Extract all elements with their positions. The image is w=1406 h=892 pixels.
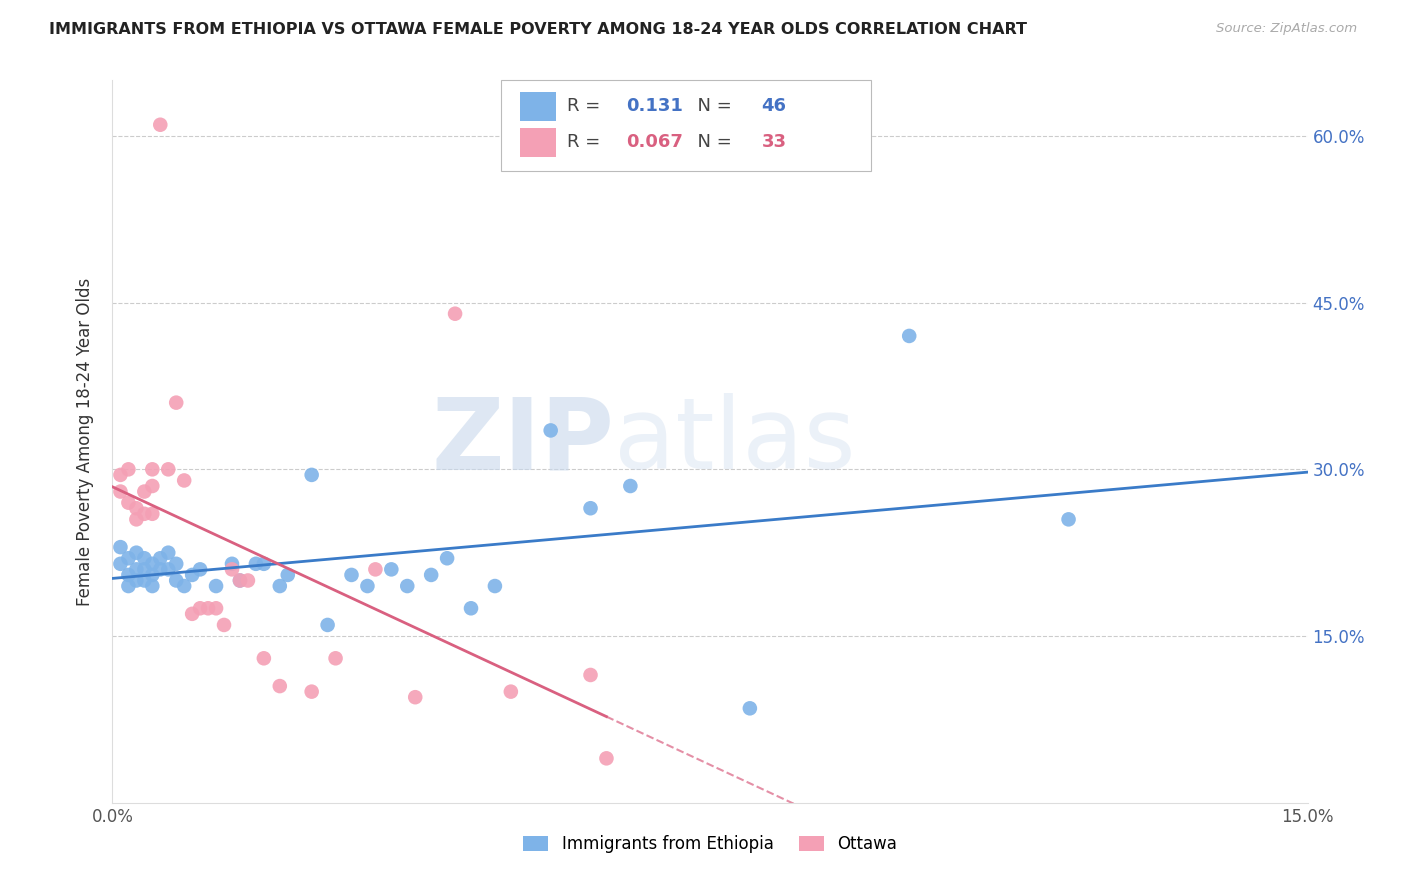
Point <box>245 557 267 571</box>
Point <box>396 579 419 593</box>
Point <box>619 479 641 493</box>
Point <box>157 562 180 576</box>
Point <box>110 540 132 554</box>
Point <box>738 701 761 715</box>
Point <box>269 579 291 593</box>
Text: IMMIGRANTS FROM ETHIOPIA VS OTTAWA FEMALE POVERTY AMONG 18-24 YEAR OLDS CORRELAT: IMMIGRANTS FROM ETHIOPIA VS OTTAWA FEMAL… <box>49 22 1028 37</box>
Point <box>125 501 148 516</box>
Point <box>499 684 522 698</box>
Point <box>316 618 339 632</box>
Point <box>460 601 482 615</box>
Text: 0.131: 0.131 <box>627 97 683 115</box>
Point <box>141 579 163 593</box>
Point <box>134 484 156 499</box>
Point <box>181 568 204 582</box>
Point <box>117 579 139 593</box>
Point <box>110 467 132 482</box>
Point <box>125 562 148 576</box>
Point <box>277 568 299 582</box>
FancyBboxPatch shape <box>520 92 555 120</box>
Point <box>134 562 156 576</box>
Point <box>149 562 172 576</box>
Text: N =: N = <box>686 97 738 115</box>
Text: ZIP: ZIP <box>432 393 614 490</box>
Point <box>125 512 148 526</box>
Point <box>141 568 163 582</box>
Point <box>125 546 148 560</box>
Point <box>221 557 243 571</box>
Point <box>117 551 139 566</box>
Point <box>229 574 252 588</box>
Point <box>141 557 163 571</box>
Text: 0.067: 0.067 <box>627 134 683 152</box>
Point <box>236 574 259 588</box>
Point <box>579 668 602 682</box>
Point <box>1057 512 1080 526</box>
Point <box>221 562 243 576</box>
Point <box>404 690 426 705</box>
Text: R =: R = <box>567 97 606 115</box>
Text: R =: R = <box>567 134 606 152</box>
Point <box>356 579 378 593</box>
Point <box>165 395 187 409</box>
Point <box>444 307 467 321</box>
Point <box>197 601 219 615</box>
Point <box>205 579 228 593</box>
Point <box>188 562 211 576</box>
Point <box>325 651 347 665</box>
Point <box>141 479 163 493</box>
Point <box>117 462 139 476</box>
Legend: Immigrants from Ethiopia, Ottawa: Immigrants from Ethiopia, Ottawa <box>516 828 904 860</box>
Point <box>253 557 276 571</box>
Text: 46: 46 <box>762 97 786 115</box>
Point <box>134 574 156 588</box>
Point <box>188 601 211 615</box>
Point <box>540 424 562 438</box>
Point <box>269 679 291 693</box>
Point <box>301 684 323 698</box>
Point <box>380 562 402 576</box>
Point <box>181 607 204 621</box>
Point <box>149 551 172 566</box>
Text: N =: N = <box>686 134 738 152</box>
Point <box>141 462 163 476</box>
Text: atlas: atlas <box>614 393 856 490</box>
Point <box>117 568 139 582</box>
Point <box>340 568 363 582</box>
Point <box>173 474 195 488</box>
Point <box>157 546 180 560</box>
Point <box>149 118 172 132</box>
FancyBboxPatch shape <box>501 80 872 170</box>
Text: 33: 33 <box>762 134 786 152</box>
Point <box>125 574 148 588</box>
Y-axis label: Female Poverty Among 18-24 Year Olds: Female Poverty Among 18-24 Year Olds <box>76 277 94 606</box>
Point <box>229 574 252 588</box>
FancyBboxPatch shape <box>520 128 555 157</box>
Point <box>141 507 163 521</box>
Point <box>364 562 387 576</box>
Point <box>110 484 132 499</box>
Point <box>165 557 187 571</box>
Text: Source: ZipAtlas.com: Source: ZipAtlas.com <box>1216 22 1357 36</box>
Point <box>110 557 132 571</box>
Point <box>157 462 180 476</box>
Point <box>134 507 156 521</box>
Point <box>420 568 443 582</box>
Point <box>173 579 195 593</box>
Point <box>205 601 228 615</box>
Point <box>436 551 458 566</box>
Point <box>165 574 187 588</box>
Point <box>579 501 602 516</box>
Point <box>484 579 506 593</box>
Point <box>253 651 276 665</box>
Point <box>117 496 139 510</box>
Point <box>212 618 235 632</box>
Point <box>595 751 617 765</box>
Point <box>134 551 156 566</box>
Point <box>301 467 323 482</box>
Point <box>898 329 921 343</box>
